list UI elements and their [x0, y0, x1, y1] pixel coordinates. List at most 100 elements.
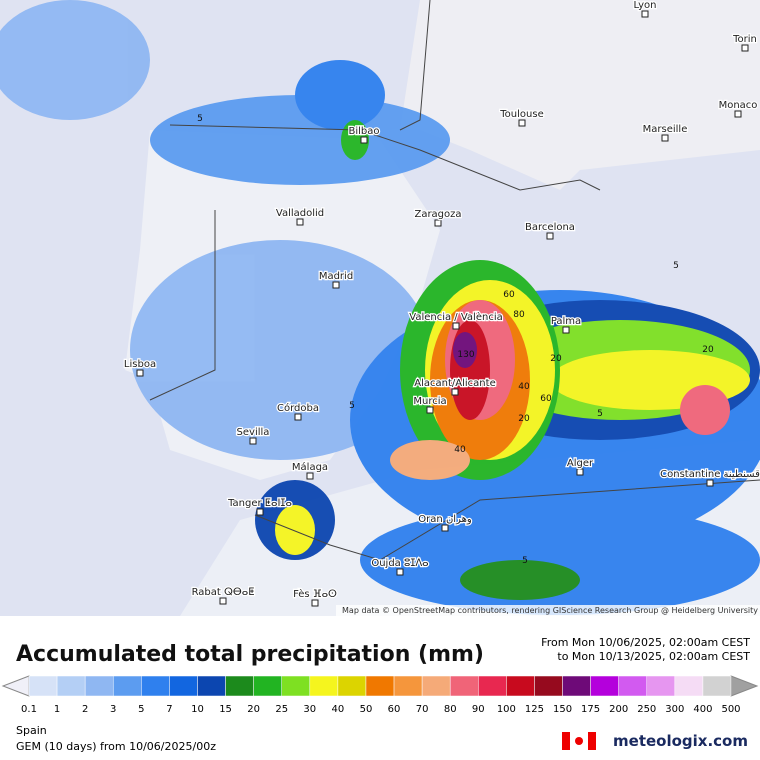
city-label: Alger: [567, 458, 594, 469]
scale-label: 200: [609, 704, 628, 715]
contour-label: 130: [457, 350, 474, 360]
scale-label: 40: [332, 704, 345, 715]
city-label: Málaga: [292, 461, 328, 473]
scale-box: [253, 675, 282, 697]
contour-label: 60: [540, 394, 552, 404]
map: Lyon Torin Monaco Toulouse Marseille Bilbao Va…: [0, 0, 760, 616]
city-label: Marseille: [643, 124, 688, 135]
city-label: Monaco: [719, 100, 758, 111]
city-label: Fès ⴼⴰⵙ: [293, 588, 337, 600]
contour-label: 5: [197, 114, 203, 124]
scale-box: [112, 675, 142, 697]
scale-label: 90: [472, 704, 485, 715]
contour-label: 5: [522, 556, 528, 566]
city-label: Valencia / València: [409, 311, 502, 323]
city-marker: [434, 219, 442, 227]
scale-label: 25: [275, 704, 288, 715]
scale-box: [141, 675, 170, 697]
scale-box: [225, 675, 254, 697]
scale-label: 3: [110, 704, 116, 715]
scale-label: 15: [219, 704, 232, 715]
city-marker: [332, 281, 340, 289]
city-label: Zaragoza: [414, 209, 461, 220]
city-marker: [306, 472, 314, 480]
brand: meteologix.com: [613, 732, 748, 750]
scale-label: 300: [665, 704, 684, 715]
city-label: Lyon: [633, 0, 656, 11]
scale-arrow-left: [1, 675, 30, 697]
contour-label: 20: [518, 414, 530, 424]
city-marker: [562, 326, 570, 334]
contour-label: 20: [550, 354, 562, 364]
scale-label: 10: [191, 704, 204, 715]
scale-box: [590, 675, 619, 697]
scale-box: [337, 675, 367, 697]
scale-box: [281, 675, 311, 697]
land: [150, 0, 760, 190]
city-marker: [219, 597, 227, 605]
contour-label: 20: [702, 345, 714, 355]
scale-box: [197, 675, 226, 697]
city-marker: [546, 232, 554, 240]
city-marker: [576, 468, 584, 476]
city-marker: [136, 369, 144, 377]
scale-label: 50: [360, 704, 373, 715]
city-label: Palma: [551, 316, 581, 327]
scale-box: [365, 675, 395, 697]
scale-label: 2: [82, 704, 88, 715]
scale-box: [674, 675, 704, 697]
city-marker: [249, 437, 257, 445]
scale-label: 0.1: [21, 704, 37, 715]
city-label: Tanger ⵟⴰⵏⵊⴰ: [227, 498, 292, 509]
city-marker: [256, 508, 264, 516]
scale-label: 250: [637, 704, 656, 715]
city-label: Sevilla: [237, 427, 270, 438]
precip: [0, 0, 760, 615]
scale-box: [84, 675, 114, 697]
scale-box: [421, 675, 451, 697]
scale-label: 150: [553, 704, 572, 715]
city-marker: [734, 110, 742, 118]
scale-box: [309, 675, 339, 697]
scale-box: [28, 675, 58, 697]
scale-label: 7: [166, 704, 172, 715]
scale-label: 20: [247, 704, 260, 715]
scale-box: [506, 675, 535, 697]
scale-label: 500: [721, 704, 740, 715]
city-marker: [518, 119, 526, 127]
scale-label: 60: [388, 704, 401, 715]
contour-label: 40: [518, 382, 530, 392]
scale-box: [534, 675, 563, 697]
scale-box: [56, 675, 86, 697]
city-marker: [426, 406, 434, 414]
city-label: Constantine قسنطينة: [660, 469, 760, 480]
city-marker: [451, 388, 459, 396]
scale-box: [702, 675, 732, 697]
city-marker: [741, 44, 749, 52]
title: Accumulated total precipitation (mm): [16, 642, 484, 667]
contour-label: 5: [597, 409, 603, 419]
contour-label: 5: [673, 261, 679, 271]
city-label: Córdoba: [277, 402, 319, 414]
scale-label: 175: [581, 704, 600, 715]
scale-label: 5: [138, 704, 144, 715]
scale-label: 100: [497, 704, 516, 715]
scale-box: [562, 675, 591, 697]
city-label: Bilbao: [348, 126, 379, 137]
attribution: Map data © OpenStreetMap contributors, r…: [342, 606, 758, 615]
contour-label: 60: [503, 290, 515, 300]
city-label: Torin: [732, 34, 757, 45]
scale-label: 1: [54, 704, 60, 715]
city-marker: [296, 218, 304, 226]
city-label: Murcia: [413, 396, 446, 407]
city-label: Oujda ⵓⵊⴷⴰ: [371, 558, 428, 569]
city-label: Alacant/Alicante: [414, 378, 495, 389]
to: to Mon 10/13/2025, 02:00am CEST: [557, 650, 750, 663]
city-label: Oran وهران: [418, 514, 472, 525]
city-marker: [661, 134, 669, 142]
scale-box: [478, 675, 507, 697]
scale-label: 30: [303, 704, 316, 715]
city-marker: [441, 524, 449, 532]
borders: [149, 0, 760, 561]
